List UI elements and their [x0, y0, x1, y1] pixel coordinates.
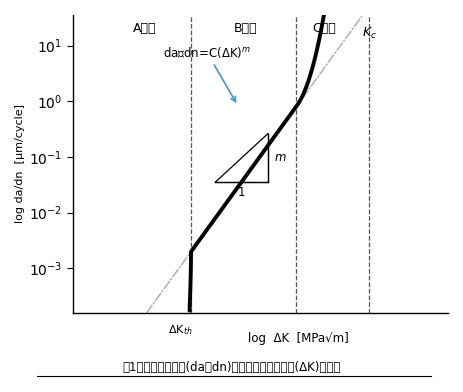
Text: log  ΔK  [MPa√m]: log ΔK [MPa√m] [248, 332, 348, 345]
Text: da／dn=C(ΔK)$^m$: da／dn=C(ΔK)$^m$ [163, 45, 251, 102]
Text: B領域: B領域 [234, 22, 257, 35]
Y-axis label: log da/dn  [μm/cycle]: log da/dn [μm/cycle] [15, 104, 25, 223]
Text: ΔK$_{th}$: ΔK$_{th}$ [168, 323, 192, 337]
Text: 1: 1 [238, 187, 245, 200]
Text: $K_c$: $K_c$ [363, 26, 377, 41]
Text: A領域: A領域 [132, 22, 156, 35]
Text: 図1　き裂進展速度(da／dn)と応力拡大係数範囲(ΔK)の関係: 図1 き裂進展速度(da／dn)と応力拡大係数範囲(ΔK)の関係 [122, 361, 341, 374]
Text: C領域: C領域 [313, 22, 336, 35]
Text: m: m [275, 151, 286, 164]
